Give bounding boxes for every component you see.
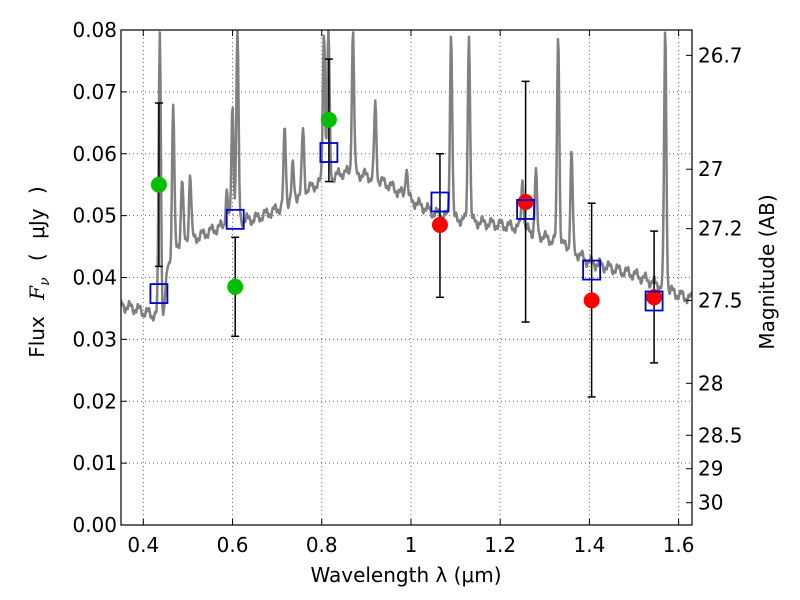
axes-frame	[120, 29, 693, 526]
y2-tick-label: 27.5	[698, 288, 743, 312]
y-axis-title-open-paren: (	[25, 253, 49, 261]
y-tick-label: 0.03	[72, 327, 117, 351]
x-tick-label: 1.2	[484, 533, 516, 557]
green-data-point	[150, 176, 167, 193]
series-0	[150, 58, 337, 338]
y2-tick-label: 29	[698, 457, 723, 481]
y-axis-title-unit: μJy	[25, 208, 49, 239]
y-tick-label: 0.00	[72, 513, 117, 537]
x-tick-label: 0.8	[306, 533, 338, 557]
y2-axis: 26.7 27 27.2 27.5 28 28.5 29 30	[686, 43, 743, 515]
red-data-point	[431, 216, 448, 233]
y-axis: 0.00 0.01 0.02 0.03 0.04 0.05 0.06 0.07 0.08	[72, 18, 127, 537]
spectrum-line	[121, 30, 692, 322]
model-box-marker	[149, 283, 169, 304]
model-box-marker	[644, 290, 664, 312]
model-box-marker	[225, 208, 245, 230]
y-axis-title-symbol: F	[25, 285, 49, 301]
y-tick-label: 0.06	[72, 142, 117, 166]
y-tick-label: 0.02	[72, 389, 117, 413]
y-axis-title-close-paren: )	[25, 186, 49, 194]
plot-area	[121, 30, 692, 398]
y-axis-title: Flux Fν ( μJy )	[25, 186, 54, 358]
x-tick-label: 1.4	[573, 533, 605, 557]
x-tick-label: 0.4	[127, 533, 159, 557]
y-axis-title-subscript: ν	[37, 277, 53, 286]
y-tick-label: 0.07	[72, 80, 117, 104]
y-axis-title-word: Flux	[25, 316, 49, 358]
model-box-marker	[516, 199, 536, 220]
grid-lines	[121, 29, 692, 526]
y2-tick-label: 27	[698, 157, 723, 181]
green-data-point	[227, 278, 244, 295]
red-data-point	[583, 292, 600, 309]
green-data-point	[320, 111, 337, 128]
x-axis-title: Wavelength λ (μm)	[310, 563, 501, 587]
y2-tick-label: 28.5	[698, 423, 743, 447]
y-tick-label: 0.08	[72, 18, 117, 42]
red-data-point	[517, 194, 534, 211]
x-axis: 0.4 0.6 0.8 1 1.2 1.4 1.6	[127, 30, 695, 557]
series-1	[431, 80, 663, 398]
x-tick-label: 0.6	[217, 533, 249, 557]
y-tick-label: 0.05	[72, 204, 117, 228]
y2-tick-label: 27.2	[698, 217, 743, 241]
y-tick-label: 0.04	[72, 266, 117, 290]
model-box-marker	[319, 142, 339, 163]
y2-tick-label: 30	[698, 491, 723, 515]
x-tick-label: 1.6	[663, 533, 695, 557]
model-box-marker	[430, 191, 450, 213]
y-tick-label: 0.01	[72, 451, 117, 475]
y2-tick-label: 28	[698, 371, 723, 395]
y2-tick-label: 26.7	[698, 43, 743, 67]
red-data-point	[646, 289, 663, 306]
model-box-marker	[582, 259, 602, 281]
x-tick-label: 1	[405, 533, 418, 557]
series-2	[149, 142, 664, 312]
y2-axis-title: Magnitude (AB)	[755, 194, 779, 349]
